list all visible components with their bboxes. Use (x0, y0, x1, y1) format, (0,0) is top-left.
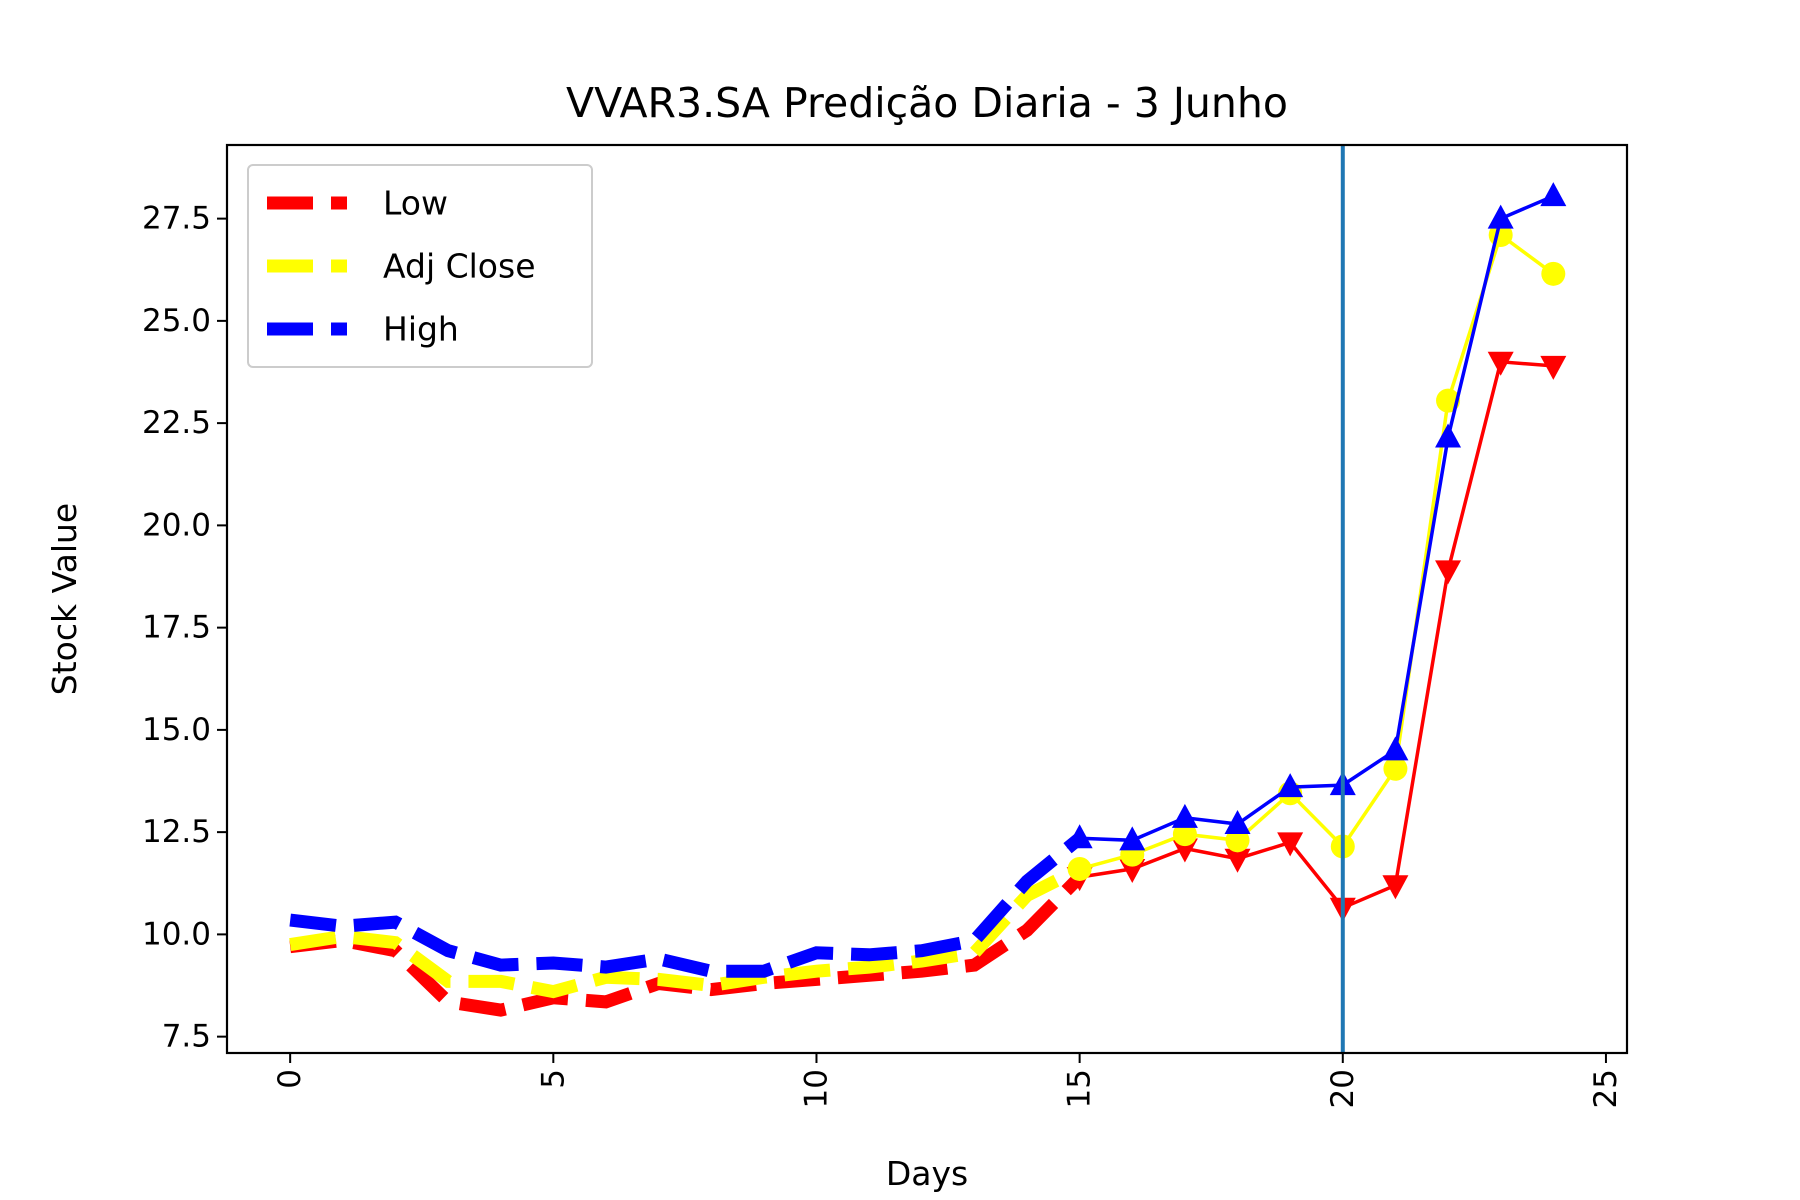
marker-2-7 (1435, 423, 1462, 448)
marker-2-0 (1066, 824, 1093, 849)
y-tick-label-8: 27.5 (142, 201, 211, 237)
x-axis-label: Days (886, 1154, 968, 1193)
marker-1-9 (1541, 261, 1566, 286)
plot-frame (225, 143, 1629, 1055)
plot-lines (289, 145, 1567, 1053)
y-tick-label-6: 22.5 (142, 405, 211, 441)
history-line-1 (289, 863, 1083, 999)
prediction-line-2 (1079, 194, 1554, 843)
y-tick-label-7: 25.0 (142, 303, 211, 339)
marker-1-2 (1172, 822, 1197, 847)
prediction-line-1 (1079, 232, 1555, 871)
marker-2-3 (1224, 809, 1251, 834)
x-tick-label-1: 5 (535, 1069, 571, 1089)
history-line-2 (289, 833, 1084, 978)
marker-0-2 (1171, 838, 1198, 863)
marker-2-2 (1171, 803, 1198, 828)
x-tick-label-5: 25 (1588, 1069, 1624, 1108)
marker-1-0 (1067, 856, 1092, 881)
chart-title: VVAR3.SA Predição Diaria - 3 Junho (566, 79, 1288, 127)
marker-1-3 (1225, 828, 1250, 853)
marker-0-9 (1540, 355, 1567, 380)
x-tick-label-2: 10 (798, 1069, 834, 1108)
marker-2-8 (1487, 204, 1514, 229)
legend-label-2: High (383, 310, 459, 349)
marker-0-3 (1224, 848, 1251, 873)
y-axis-label: Stock Value (45, 503, 84, 695)
marker-1-6 (1383, 756, 1408, 781)
legend-label-1: Adj Close (383, 247, 536, 286)
marker-2-4 (1277, 773, 1304, 798)
prediction-line-0 (1079, 359, 1554, 910)
marker-0-8 (1487, 351, 1514, 376)
x-tick-label-3: 15 (1062, 1069, 1098, 1108)
history-line-0 (289, 872, 1085, 1017)
marker-0-4 (1277, 832, 1304, 857)
x-axis: 0 5 10 15 20 25 (272, 1053, 1624, 1108)
y-tick-label-4: 17.5 (142, 610, 211, 646)
marker-2-1 (1119, 826, 1146, 851)
y-tick-label-2: 12.5 (142, 814, 211, 850)
marker-2-6 (1382, 736, 1409, 761)
marker-0-7 (1435, 560, 1462, 585)
y-tick-label-5: 20.0 (142, 507, 211, 543)
legend: Low Adj Close High (247, 164, 593, 368)
y-tick-label-0: 7.5 (162, 1019, 211, 1055)
x-tick-label-4: 20 (1325, 1069, 1361, 1108)
marker-0-1 (1119, 858, 1146, 883)
marker-0-6 (1382, 875, 1409, 900)
marker-2-9 (1540, 182, 1567, 207)
x-tick-label-0: 0 (272, 1069, 308, 1089)
legend-frame (247, 164, 593, 368)
legend-label-0: Low (383, 184, 448, 223)
y-axis: 7.5 10.0 12.5 15.0 17.5 20.0 22.5 25.0 27.5 (142, 201, 227, 1055)
y-tick-label-1: 10.0 (142, 916, 211, 952)
y-tick-label-3: 15.0 (142, 712, 211, 748)
